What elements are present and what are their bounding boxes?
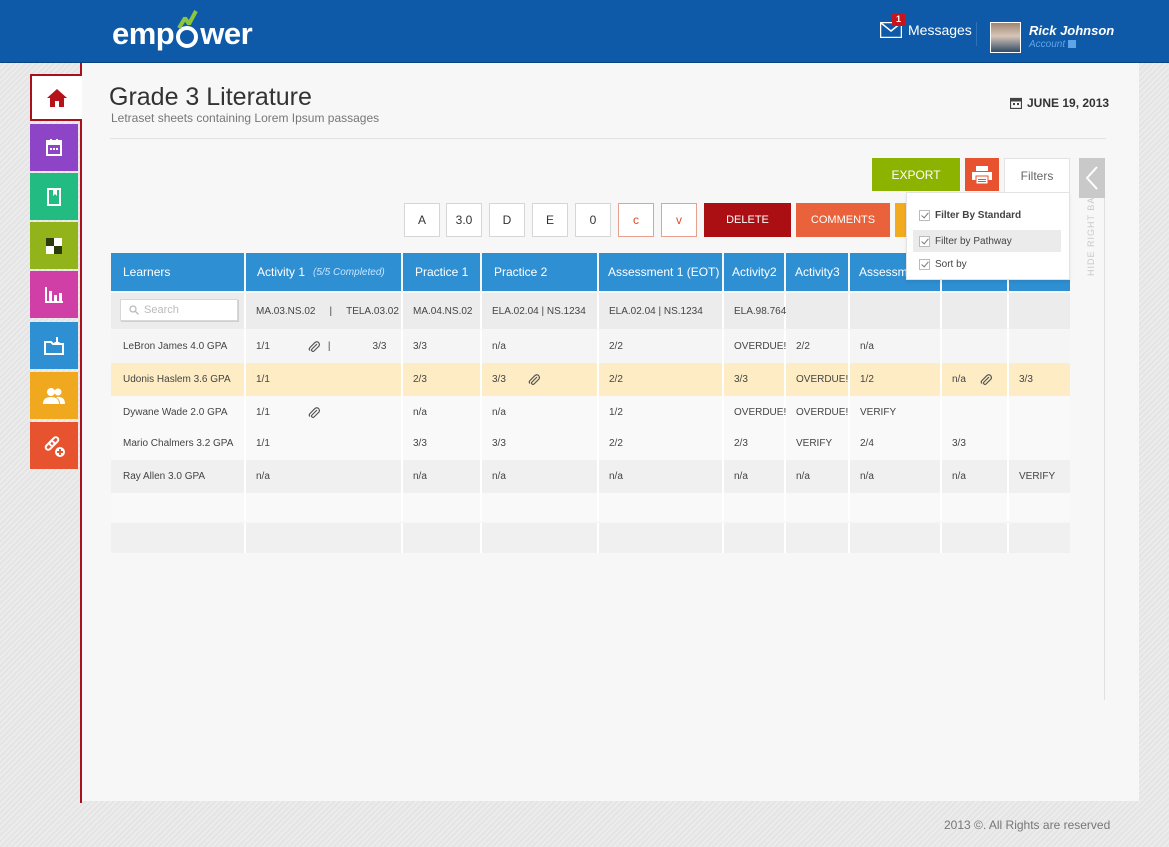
page-subtitle: Letraset sheets containing Lorem Ipsum p… — [111, 111, 380, 125]
link-add-icon — [44, 435, 65, 457]
learner-name[interactable]: Udonis Haslem 3.6 GPA — [111, 363, 246, 396]
book-icon — [47, 187, 61, 206]
standards-row: Search MA.03.NS.02 | TELA.03.02 MA.04.NS.0… — [111, 293, 1070, 329]
table-row[interactable]: LeBron James 4.0 GPA 1/1 | 3/3 3/3 n/a 2… — [111, 330, 1070, 363]
footer-copyright: 2013 ©. All Rights are reserved — [944, 818, 1111, 832]
sidebar-item-files[interactable] — [30, 322, 78, 369]
calendar-small-icon — [1010, 97, 1022, 109]
home-icon — [47, 89, 67, 107]
column-header-activity3[interactable]: Activity3 — [786, 253, 848, 291]
paperclip-icon — [308, 340, 320, 352]
filter-option-pathway[interactable]: Filter by Pathway — [913, 230, 1061, 252]
learner-name[interactable]: Ray Allen 3.0 GPA — [111, 460, 246, 493]
checkbox-icon — [919, 209, 930, 221]
checker-icon — [46, 237, 62, 254]
paperclip-icon — [528, 373, 540, 385]
sidebar-item-home[interactable] — [30, 74, 82, 121]
paperclip-icon — [980, 373, 992, 385]
filter-option-sort[interactable]: Sort by — [913, 253, 1061, 275]
filter-option-standard[interactable]: Filter By Standard — [913, 204, 1061, 226]
table-row-empty — [111, 523, 1070, 553]
calendar-icon — [46, 139, 62, 156]
envelope-icon: 1 — [879, 13, 905, 39]
table-row-empty — [111, 493, 1070, 521]
print-button[interactable] — [965, 158, 999, 191]
delete-button[interactable]: DELETE — [704, 203, 791, 237]
search-icon — [129, 305, 139, 315]
table-row[interactable]: Mario Chalmers 3.2 GPA 1/1 3/3 3/3 2/2 2… — [111, 427, 1070, 460]
filters-tab[interactable]: Filters — [1004, 158, 1070, 193]
sidebar-item-checker[interactable] — [30, 222, 78, 269]
paperclip-icon — [308, 406, 320, 418]
grade-button-c[interactable]: c — [618, 203, 654, 237]
grade-button-a[interactable]: A — [404, 203, 440, 237]
heading-divider — [110, 138, 1106, 139]
sidebar-accent-line — [80, 63, 82, 803]
column-header-practice1[interactable]: Practice 1 — [403, 253, 480, 291]
column-header-activity1[interactable]: Activity 1 (5/5 Completed) — [246, 253, 401, 291]
table-row[interactable]: Ray Allen 3.0 GPA n/a n/a n/a n/a n/a n/… — [111, 460, 1070, 493]
messages-count-badge: 1 — [892, 13, 905, 26]
table-row[interactable]: Dywane Wade 2.0 GPA 1/1 n/a n/a 1/2 OVER… — [111, 396, 1070, 429]
chevron-down-icon — [1067, 40, 1076, 49]
column-header-activity2[interactable]: Activity2 — [724, 253, 784, 291]
learner-name[interactable]: Mario Chalmers 3.2 GPA — [111, 427, 246, 460]
right-bar-divider — [1104, 198, 1105, 700]
comments-button[interactable]: COMMENTS — [796, 203, 890, 237]
avatar[interactable] — [990, 22, 1021, 53]
sidebar-item-calendar[interactable] — [30, 124, 78, 171]
grade-button-zero[interactable]: 0 — [575, 203, 611, 237]
filters-dropdown: Filter By Standard Filter by Pathway Sor… — [906, 192, 1070, 280]
search-input[interactable]: Search — [120, 299, 238, 321]
grade-button-e[interactable]: E — [532, 203, 568, 237]
printer-icon — [972, 165, 992, 184]
page-title: Grade 3 Literature — [109, 83, 312, 111]
sidebar-item-reports[interactable] — [30, 271, 78, 318]
learner-name[interactable]: Dywane Wade 2.0 GPA — [111, 396, 246, 429]
messages-label: Messages — [908, 22, 972, 38]
sidebar-item-book[interactable] — [30, 173, 78, 220]
grade-button-v[interactable]: v — [661, 203, 697, 237]
user-name: Rick Johnson — [1029, 23, 1115, 38]
learner-name[interactable]: LeBron James 4.0 GPA — [111, 330, 246, 363]
folder-download-icon — [44, 336, 64, 355]
messages-link[interactable]: 1 Messages — [879, 13, 972, 39]
column-header-learners[interactable]: Learners — [111, 253, 244, 291]
checkbox-icon — [919, 258, 930, 270]
top-header: emp wer 1 Messages Rick Johnson Account — [0, 0, 1169, 63]
hide-right-bar-label[interactable]: HIDE RIGHT BAR — [1086, 189, 1096, 276]
checkbox-icon — [919, 235, 930, 247]
export-button[interactable]: EXPORT — [872, 158, 960, 191]
chevron-left-icon — [1086, 166, 1098, 190]
header-divider — [976, 22, 977, 46]
table-row-selected[interactable]: Udonis Haslem 3.6 GPA 1/1 2/3 3/3 2/2 3/… — [111, 363, 1070, 396]
users-icon — [43, 387, 65, 404]
date-display: JUNE 19, 2013 — [1010, 96, 1109, 110]
extra-action-button[interactable] — [895, 203, 907, 237]
grade-button-3-0[interactable]: 3.0 — [446, 203, 482, 237]
empower-logo[interactable]: emp wer — [112, 10, 253, 54]
grade-button-d[interactable]: D — [489, 203, 525, 237]
sidebar-item-users[interactable] — [30, 372, 78, 419]
column-header-practice2[interactable]: Practice 2 — [482, 253, 597, 291]
bar-chart-icon — [45, 286, 63, 303]
sidebar-item-links[interactable] — [30, 422, 78, 469]
column-header-assessment1[interactable]: Assessment 1 (EOT) — [599, 253, 722, 291]
hide-right-bar-button[interactable] — [1079, 158, 1105, 198]
logo-o-mark-icon — [175, 10, 199, 48]
account-link[interactable]: Account — [1029, 39, 1109, 50]
